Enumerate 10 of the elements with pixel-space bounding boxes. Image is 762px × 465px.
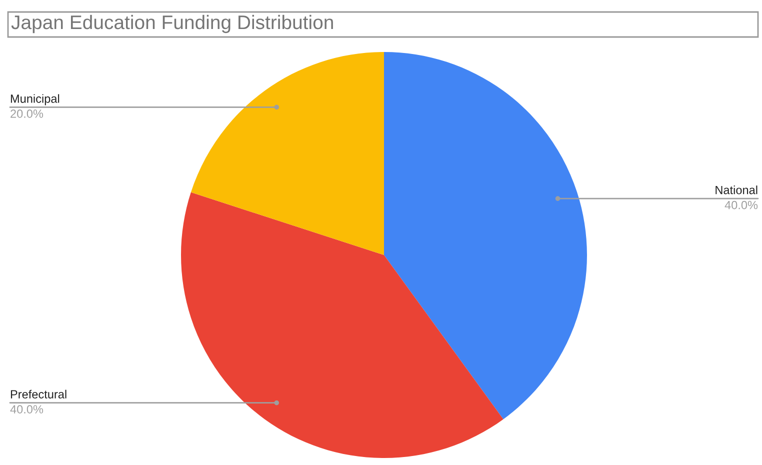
pie-slice <box>190 52 384 255</box>
pie-slice <box>384 52 587 420</box>
slice-label: Prefectural <box>10 390 66 398</box>
data-label: 40.0% <box>724 200 758 210</box>
chart-title: Japan Education Funding Distribution <box>11 14 333 34</box>
data-label: 20.0% <box>10 110 44 118</box>
pie-slice <box>181 192 504 458</box>
data-label: 40.0% <box>10 405 44 414</box>
slice-label: National <box>716 186 758 194</box>
slice-label: Municipal <box>10 94 60 106</box>
